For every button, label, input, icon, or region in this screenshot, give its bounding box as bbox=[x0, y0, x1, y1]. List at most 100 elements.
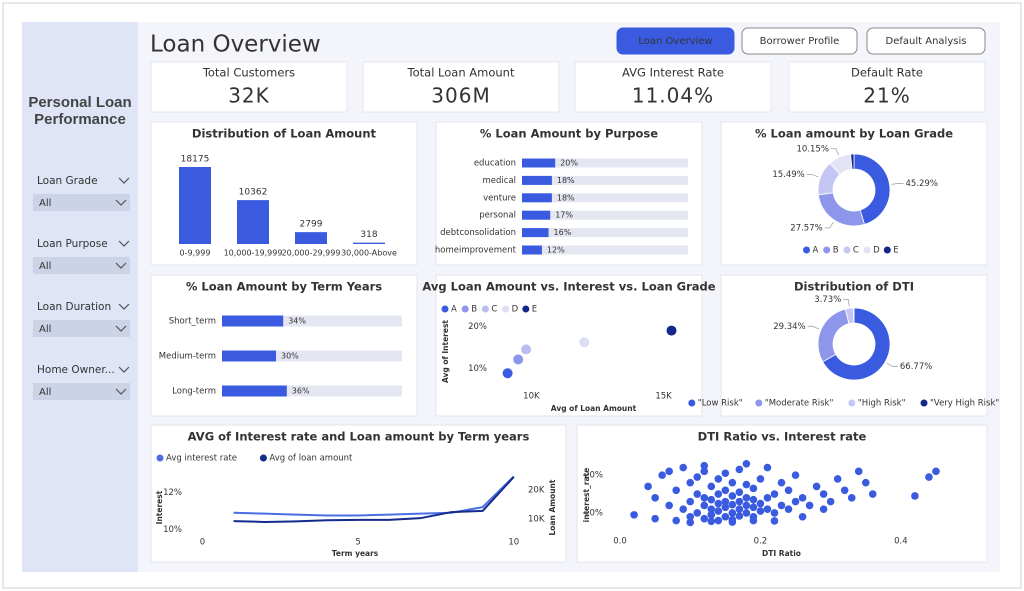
filter-dropdown[interactable] bbox=[33, 320, 130, 337]
scatter-point bbox=[630, 511, 638, 519]
kpi-card bbox=[362, 61, 560, 113]
scatter-point bbox=[798, 494, 807, 502]
bar-track bbox=[222, 315, 402, 327]
filter-dropdown[interactable] bbox=[33, 383, 130, 400]
scatter-point bbox=[847, 494, 856, 502]
donut-slice bbox=[822, 307, 891, 381]
legend-label: E bbox=[532, 305, 537, 315]
scatter-point bbox=[721, 497, 730, 506]
scatter-point bbox=[700, 494, 709, 502]
scatter-point bbox=[812, 482, 821, 491]
scatter-point bbox=[735, 497, 744, 506]
chart-card bbox=[435, 274, 703, 417]
scatter-point bbox=[777, 501, 786, 510]
sidebar-title-box: Personal Loan Performance bbox=[28, 94, 132, 128]
scatter-point bbox=[756, 507, 765, 515]
kpi-card bbox=[788, 61, 986, 113]
leader-line bbox=[807, 325, 820, 330]
legend-label: "High Risk" bbox=[858, 399, 906, 409]
legend-label: D bbox=[512, 305, 519, 315]
bar bbox=[522, 210, 551, 220]
tab-label[interactable]: Loan Overview bbox=[638, 36, 712, 47]
bar-track bbox=[222, 385, 402, 397]
filter-value[interactable]: All bbox=[39, 198, 51, 209]
y-tick-label: 10% bbox=[584, 508, 603, 518]
tab-button[interactable] bbox=[741, 27, 858, 55]
y-tick-label: 12% bbox=[163, 488, 182, 498]
category-label: 20,000-29,999 bbox=[282, 249, 341, 258]
x-tick-label: 0.2 bbox=[754, 537, 768, 547]
scatter-point bbox=[728, 492, 737, 500]
value-label: 36% bbox=[292, 387, 310, 396]
scatter-point bbox=[700, 514, 709, 523]
y-axis-title: Interest bbox=[155, 490, 164, 524]
leader-line bbox=[824, 221, 834, 229]
kpi-label: Total Loan Amount bbox=[407, 66, 515, 80]
scatter-point bbox=[819, 490, 828, 498]
bar bbox=[353, 242, 385, 244]
scatter-point bbox=[742, 501, 751, 510]
tab-label[interactable]: Default Analysis bbox=[886, 36, 967, 47]
scatter-point bbox=[819, 505, 828, 513]
x-axis-title: Term years bbox=[332, 549, 379, 558]
scatter-point bbox=[932, 467, 940, 476]
tab-button[interactable] bbox=[866, 27, 986, 55]
x-axis-title: DTI Ratio bbox=[762, 549, 801, 558]
sidebar-title: Personal Loan Performance bbox=[28, 94, 132, 128]
scatter-point bbox=[513, 354, 524, 365]
tab-label[interactable]: Borrower Profile bbox=[760, 36, 840, 47]
filter-dropdown[interactable] bbox=[33, 257, 130, 274]
value-label: 10362 bbox=[239, 188, 268, 198]
chevron bbox=[115, 388, 127, 395]
scatter-point bbox=[763, 505, 772, 513]
kpi-value: 21% bbox=[863, 84, 910, 108]
bar-track bbox=[522, 228, 688, 238]
value-label: 34% bbox=[288, 317, 306, 326]
legend-label: Avg of loan amount bbox=[269, 454, 353, 464]
value-label: 20% bbox=[560, 159, 578, 168]
scatter-point bbox=[714, 499, 723, 508]
leader-line bbox=[886, 362, 898, 367]
scatter-point bbox=[707, 511, 716, 519]
legend-marker bbox=[920, 399, 928, 407]
scatter-point bbox=[742, 459, 751, 468]
y-tick-label: 20% bbox=[468, 322, 487, 332]
chart-title: Avg Loan Amount vs. Interest vs. Loan Gr… bbox=[422, 280, 715, 294]
category-label: debtconsolidation bbox=[440, 228, 516, 238]
chevron bbox=[118, 303, 130, 310]
chart-title: Distribution of Loan Amount bbox=[192, 127, 377, 141]
x-tick-label: 0 bbox=[200, 538, 205, 548]
chart-title: % Loan amount by Loan Grade bbox=[755, 127, 953, 141]
chevron bbox=[115, 262, 127, 269]
category-label: 30,000-Above bbox=[341, 249, 397, 258]
scatter-point bbox=[742, 494, 751, 502]
kpi-value: 32K bbox=[228, 84, 270, 108]
legend-marker bbox=[522, 305, 530, 313]
legend-marker bbox=[441, 305, 449, 313]
scatter-point bbox=[784, 486, 793, 495]
filter-value[interactable]: All bbox=[39, 387, 51, 398]
scatter-point bbox=[686, 512, 695, 521]
filter-dropdown[interactable] bbox=[33, 194, 130, 211]
x-tick-label: 15K bbox=[655, 392, 672, 402]
scatter-point bbox=[763, 463, 772, 472]
chart-card bbox=[720, 121, 988, 266]
filter-value[interactable]: All bbox=[39, 324, 51, 335]
scatter-point bbox=[735, 512, 744, 520]
scatter-point bbox=[686, 518, 695, 527]
scatter-point bbox=[700, 467, 709, 476]
scatter-point bbox=[721, 486, 730, 495]
category-label: personal bbox=[479, 211, 516, 221]
y-tick-label: 20K bbox=[528, 486, 545, 496]
tab-button[interactable] bbox=[616, 27, 735, 55]
scatter-point bbox=[791, 497, 800, 506]
scatter-point bbox=[868, 490, 877, 498]
bar-track bbox=[522, 193, 688, 203]
legend-label: "Moderate Risk" bbox=[765, 399, 834, 409]
scatter-point bbox=[679, 505, 688, 513]
filter-value[interactable]: All bbox=[39, 261, 51, 272]
category-label: 0-9,999 bbox=[180, 249, 211, 258]
scatter-point bbox=[911, 492, 919, 500]
leader-line bbox=[806, 174, 819, 178]
